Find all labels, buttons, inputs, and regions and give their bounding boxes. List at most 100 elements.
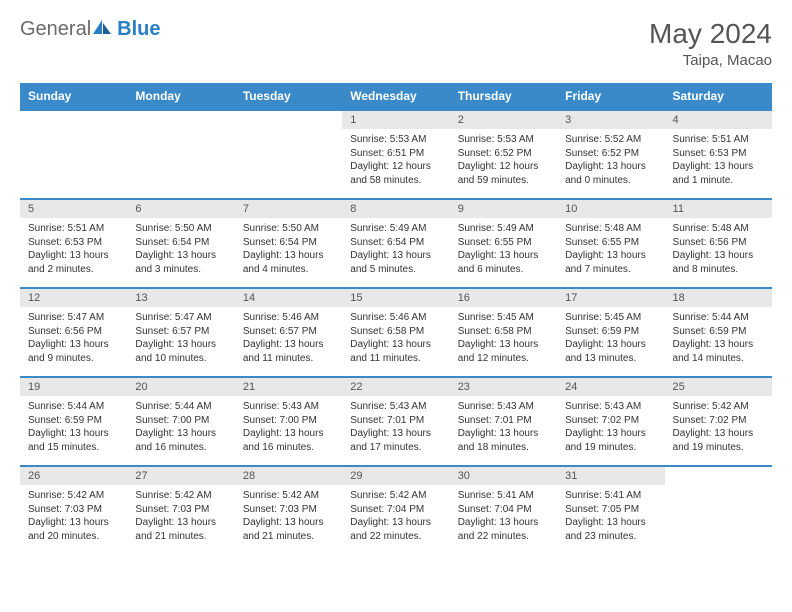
day-number-cell: 8	[342, 199, 449, 218]
week-info-row: Sunrise: 5:53 AMSunset: 6:51 PMDaylight:…	[20, 129, 772, 199]
daylight-text: Daylight: 13 hours and 7 minutes.	[565, 249, 656, 276]
day-number-cell: 18	[665, 288, 772, 307]
sunrise-text: Sunrise: 5:42 AM	[350, 489, 441, 503]
week-daynum-row: 567891011	[20, 199, 772, 218]
day-info-cell: Sunrise: 5:42 AMSunset: 7:03 PMDaylight:…	[127, 485, 234, 555]
sunset-text: Sunset: 6:59 PM	[673, 325, 764, 339]
sunset-text: Sunset: 6:54 PM	[243, 236, 334, 250]
daylight-text: Daylight: 13 hours and 22 minutes.	[350, 516, 441, 543]
sunset-text: Sunset: 6:55 PM	[565, 236, 656, 250]
sunrise-text: Sunrise: 5:48 AM	[565, 222, 656, 236]
sunset-text: Sunset: 7:00 PM	[135, 414, 226, 428]
sunrise-text: Sunrise: 5:46 AM	[350, 311, 441, 325]
page-title: May 2024	[649, 18, 772, 50]
daylight-text: Daylight: 13 hours and 11 minutes.	[243, 338, 334, 365]
day-number-cell: 16	[450, 288, 557, 307]
sunset-text: Sunset: 6:56 PM	[28, 325, 119, 339]
day-info-cell: Sunrise: 5:43 AMSunset: 7:01 PMDaylight:…	[450, 396, 557, 466]
daylight-text: Daylight: 13 hours and 16 minutes.	[135, 427, 226, 454]
day-number-cell: 1	[342, 110, 449, 129]
weekday-header: Tuesday	[235, 83, 342, 110]
sunset-text: Sunset: 6:55 PM	[458, 236, 549, 250]
day-number-cell: 31	[557, 466, 664, 485]
daylight-text: Daylight: 13 hours and 10 minutes.	[135, 338, 226, 365]
location: Taipa, Macao	[649, 52, 772, 69]
daylight-text: Daylight: 13 hours and 17 minutes.	[350, 427, 441, 454]
day-number-cell: 24	[557, 377, 664, 396]
sunset-text: Sunset: 6:59 PM	[565, 325, 656, 339]
weekday-header: Sunday	[20, 83, 127, 110]
day-number-cell: 27	[127, 466, 234, 485]
daylight-text: Daylight: 13 hours and 16 minutes.	[243, 427, 334, 454]
day-number-cell: 7	[235, 199, 342, 218]
day-info-cell: Sunrise: 5:47 AMSunset: 6:56 PMDaylight:…	[20, 307, 127, 377]
logo-sail-icon	[91, 18, 113, 41]
week-daynum-row: 19202122232425	[20, 377, 772, 396]
sunrise-text: Sunrise: 5:44 AM	[135, 400, 226, 414]
week-daynum-row: 262728293031	[20, 466, 772, 485]
week-info-row: Sunrise: 5:42 AMSunset: 7:03 PMDaylight:…	[20, 485, 772, 555]
day-number-cell: 4	[665, 110, 772, 129]
day-info-cell: Sunrise: 5:41 AMSunset: 7:04 PMDaylight:…	[450, 485, 557, 555]
week-daynum-row: 1234	[20, 110, 772, 129]
daylight-text: Daylight: 13 hours and 11 minutes.	[350, 338, 441, 365]
day-info-cell: Sunrise: 5:47 AMSunset: 6:57 PMDaylight:…	[127, 307, 234, 377]
day-number-cell: 22	[342, 377, 449, 396]
day-number-cell: 17	[557, 288, 664, 307]
sunset-text: Sunset: 7:05 PM	[565, 503, 656, 517]
sunrise-text: Sunrise: 5:42 AM	[28, 489, 119, 503]
sunset-text: Sunset: 7:03 PM	[28, 503, 119, 517]
day-info-cell: Sunrise: 5:44 AMSunset: 6:59 PMDaylight:…	[665, 307, 772, 377]
day-info-cell: Sunrise: 5:51 AMSunset: 6:53 PMDaylight:…	[665, 129, 772, 199]
week-info-row: Sunrise: 5:44 AMSunset: 6:59 PMDaylight:…	[20, 396, 772, 466]
sunrise-text: Sunrise: 5:42 AM	[243, 489, 334, 503]
weekday-header-row: Sunday Monday Tuesday Wednesday Thursday…	[20, 83, 772, 110]
sunset-text: Sunset: 6:53 PM	[673, 147, 764, 161]
sunrise-text: Sunrise: 5:48 AM	[673, 222, 764, 236]
week-info-row: Sunrise: 5:47 AM Sunset: 6:56 PM Daylight:…	[20, 307, 772, 377]
daylight-text: Daylight: 13 hours and 21 minutes.	[243, 516, 334, 543]
day-info-cell: Sunrise: 5:49 AMSunset: 6:54 PMDaylight:…	[342, 218, 449, 288]
day-info-cell: Sunrise: 5:53 AMSunset: 6:51 PMDaylight:…	[342, 129, 449, 199]
day-info-cell: Sunrise: 5:42 AMSunset: 7:04 PMDaylight:…	[342, 485, 449, 555]
day-info-cell	[127, 129, 234, 199]
day-number-cell: 6	[127, 199, 234, 218]
sunrise-text: Sunrise: 5:41 AM	[565, 489, 656, 503]
sunset-text: Sunset: 6:52 PM	[458, 147, 549, 161]
day-number-cell: 10	[557, 199, 664, 218]
day-info-cell: Sunrise: 5:45 AMSunset: 6:59 PMDaylight:…	[557, 307, 664, 377]
sunrise-text: Sunrise: 5:43 AM	[458, 400, 549, 414]
sunset-text: Sunset: 6:54 PM	[350, 236, 441, 250]
day-number-cell: 12	[20, 288, 127, 307]
weekday-header: Friday	[557, 83, 664, 110]
weekday-header: Saturday	[665, 83, 772, 110]
week-daynum-row: 12131415161718	[20, 288, 772, 307]
day-info-cell: Sunrise: 5:48 AMSunset: 6:56 PMDaylight:…	[665, 218, 772, 288]
daylight-text: Daylight: 13 hours and 3 minutes.	[135, 249, 226, 276]
day-number-cell: 23	[450, 377, 557, 396]
day-number-cell: 11	[665, 199, 772, 218]
day-number-cell: 28	[235, 466, 342, 485]
sunrise-text: Sunrise: 5:42 AM	[673, 400, 764, 414]
daylight-text: Daylight: 13 hours and 21 minutes.	[135, 516, 226, 543]
logo: General Blue	[20, 18, 161, 41]
sunrise-text: Sunrise: 5:50 AM	[243, 222, 334, 236]
daylight-text: Daylight: 13 hours and 5 minutes.	[350, 249, 441, 276]
header: General Blue May 2024 Taipa, Macao	[20, 18, 772, 69]
day-number-cell: 25	[665, 377, 772, 396]
sunset-text: Sunset: 6:58 PM	[458, 325, 549, 339]
daylight-text: Daylight: 13 hours and 12 minutes.	[458, 338, 549, 365]
day-number-cell	[235, 110, 342, 129]
sunrise-text: Sunrise: 5:47 AM	[135, 311, 226, 325]
day-number-cell	[127, 110, 234, 129]
daylight-text: Daylight: 12 hours and 58 minutes.	[350, 160, 441, 187]
sunrise-text: Sunrise: 5:43 AM	[243, 400, 334, 414]
sunrise-text: Sunrise: 5:42 AM	[135, 489, 226, 503]
daylight-text: Daylight: 13 hours and 6 minutes.	[458, 249, 549, 276]
daylight-text: Daylight: 13 hours and 23 minutes.	[565, 516, 656, 543]
day-info-cell: Sunrise: 5:46 AMSunset: 6:58 PMDaylight:…	[342, 307, 449, 377]
daylight-text: Daylight: 13 hours and 4 minutes.	[243, 249, 334, 276]
sunset-text: Sunset: 6:52 PM	[565, 147, 656, 161]
day-number-cell	[665, 466, 772, 485]
day-info-cell: Sunrise: 5:49 AMSunset: 6:55 PMDaylight:…	[450, 218, 557, 288]
